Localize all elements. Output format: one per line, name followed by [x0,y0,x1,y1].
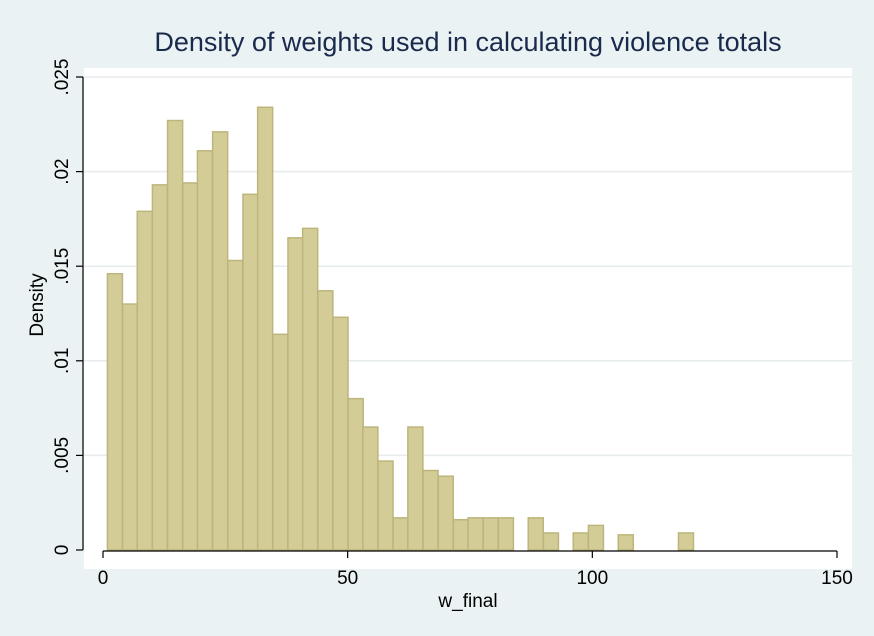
histogram-bar [332,316,349,551]
histogram-bar [151,184,169,551]
histogram-bar [227,259,244,551]
histogram-bar [166,119,184,551]
histogram-bar [287,237,304,551]
histogram-bar [452,518,470,551]
y-tick-label: .01 [52,348,73,374]
histogram-bar [497,517,515,551]
histogram-bar [587,524,605,551]
x-tick-label: 50 [337,568,358,589]
y-tick-label: 0 [52,545,73,556]
histogram-bar [467,517,484,551]
x-axis-label: w_final [437,591,497,612]
histogram-bar [256,106,274,551]
y-tick-label: .025 [52,59,73,96]
chart-title: Density of weights used in calculating v… [154,27,781,57]
histogram-bar [407,426,424,551]
axes [76,76,838,558]
histogram-bar [317,290,334,551]
x-tick-label: 0 [98,568,109,589]
histogram-bar [106,273,124,551]
histogram-bar [347,397,364,551]
histogram-bar [392,517,409,551]
y-tick-label: .015 [52,248,73,285]
histogram-bar [542,532,560,551]
histogram-bar [377,460,394,551]
histogram-bar [617,534,635,551]
tick-labels: 0 .005 .01 .015 .02 .025 0 50 100 150 [52,59,853,589]
histogram-bars [106,106,695,551]
y-axis-label: Density [27,273,48,337]
histogram-bar [121,303,139,551]
histogram-bar [242,193,259,551]
histogram-bar [527,517,545,551]
histogram-bar [272,333,289,551]
histogram-bar [301,227,319,551]
histogram-bar [211,131,229,551]
histogram-bar [482,517,499,551]
histogram-bar [362,426,379,551]
histogram-bar [437,475,454,551]
histogram-bar [196,150,214,551]
histogram-bar [422,469,439,551]
histogram-bar [136,210,154,551]
histogram-bar [677,532,695,551]
histogram-bar [572,532,590,551]
x-tick-label: 150 [821,568,853,589]
y-tick-label: .02 [52,158,73,184]
x-tick-label: 100 [576,568,608,589]
histogram-bar [182,182,199,551]
y-tick-label: .005 [52,437,73,474]
